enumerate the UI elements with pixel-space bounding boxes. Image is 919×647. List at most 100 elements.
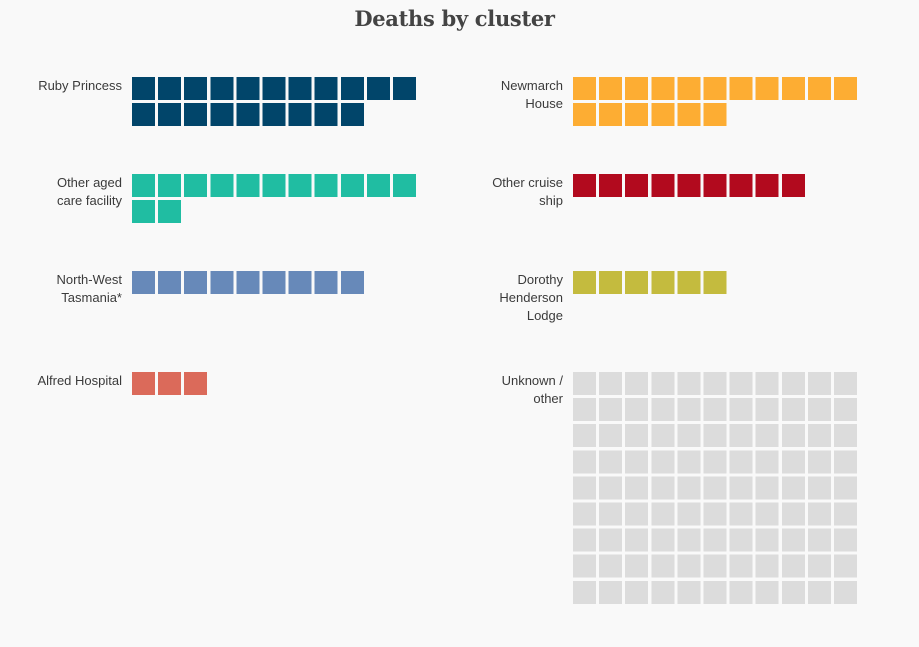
waffle-square <box>158 77 182 100</box>
waffle-square <box>677 398 701 422</box>
waffle-square <box>834 77 857 100</box>
waffle-square <box>677 77 701 100</box>
waffle-square <box>807 580 831 604</box>
waffle-square <box>677 580 701 604</box>
waffle-newmarch-house <box>573 77 857 127</box>
waffle-square <box>651 450 675 474</box>
waffle-square <box>807 398 831 422</box>
waffle-square <box>755 450 779 474</box>
waffle-square <box>651 528 675 552</box>
waffle-square <box>729 476 753 500</box>
waffle-square <box>703 554 727 578</box>
waffle-square <box>314 174 338 197</box>
waffle-square <box>573 528 596 552</box>
cluster-label: Unknown / other <box>501 373 563 406</box>
waffle-square <box>755 398 779 422</box>
waffle-square <box>703 398 727 422</box>
waffle-square <box>677 103 701 127</box>
cluster-label: Other cruise ship <box>492 175 563 208</box>
waffle-square <box>132 372 155 395</box>
waffle-square <box>366 77 390 100</box>
waffle-square <box>599 502 623 526</box>
waffle-square <box>834 528 857 552</box>
waffle-square <box>599 424 623 448</box>
waffle-square <box>807 502 831 526</box>
chart-title: Deaths by cluster <box>354 6 555 31</box>
cluster-label: North-West Tasmania* <box>56 272 123 305</box>
waffle-square <box>703 103 727 127</box>
waffle-square <box>729 528 753 552</box>
waffle-square <box>807 554 831 578</box>
waffle-square <box>573 271 596 294</box>
waffle-square <box>288 174 312 197</box>
waffle-square <box>807 372 831 395</box>
waffle-square <box>755 174 779 197</box>
waffle-square <box>651 580 675 604</box>
waffle-square <box>393 77 416 100</box>
waffle-square <box>340 77 364 100</box>
waffle-square <box>262 271 286 294</box>
waffle-unknown-other <box>573 372 857 604</box>
waffle-square <box>834 502 857 526</box>
waffle-square <box>729 424 753 448</box>
waffle-square <box>729 398 753 422</box>
waffle-square <box>573 103 596 127</box>
waffle-square <box>703 77 727 100</box>
cluster-label: Other aged care facility <box>56 175 122 208</box>
waffle-square <box>651 502 675 526</box>
waffle-square <box>573 77 596 100</box>
waffle-dorothy-henderson-lodge <box>573 271 727 294</box>
waffle-square <box>677 528 701 552</box>
waffle-square <box>781 424 805 448</box>
waffle-square <box>599 476 623 500</box>
waffle-square <box>573 450 596 474</box>
waffle-square <box>158 174 182 197</box>
waffle-square <box>184 77 208 100</box>
waffle-square <box>158 372 182 395</box>
waffle-square <box>729 372 753 395</box>
waffle-square <box>288 103 312 127</box>
cluster-label: Dorothy Henderson Lodge <box>499 272 563 323</box>
waffle-square <box>755 476 779 500</box>
waffle-square <box>677 174 701 197</box>
waffle-square <box>834 424 857 448</box>
waffle-square <box>288 271 312 294</box>
waffle-square <box>599 174 623 197</box>
waffle-square <box>625 424 649 448</box>
waffle-square <box>184 174 208 197</box>
waffle-square <box>599 398 623 422</box>
waffle-square <box>781 450 805 474</box>
waffle-square <box>210 174 234 197</box>
waffle-square <box>599 580 623 604</box>
waffle-square <box>573 174 596 197</box>
waffle-north-west-tasmania <box>132 271 364 294</box>
waffle-square <box>573 476 596 500</box>
waffle-other-cruise-ship <box>573 174 805 197</box>
waffle-square <box>625 372 649 395</box>
waffle-square <box>625 476 649 500</box>
waffle-square <box>236 271 260 294</box>
waffle-square <box>781 77 805 100</box>
waffle-square <box>834 450 857 474</box>
waffle-square <box>651 476 675 500</box>
waffle-square <box>262 174 286 197</box>
waffle-square <box>651 271 675 294</box>
waffle-square <box>781 174 805 197</box>
waffle-square <box>703 476 727 500</box>
waffle-square <box>625 271 649 294</box>
waffle-square <box>236 77 260 100</box>
waffle-square <box>625 174 649 197</box>
waffle-square <box>781 528 805 552</box>
waffle-square <box>781 554 805 578</box>
waffle-square <box>599 372 623 395</box>
waffle-square <box>703 424 727 448</box>
waffle-square <box>132 103 155 127</box>
waffle-square <box>262 77 286 100</box>
waffle-square <box>755 77 779 100</box>
waffle-square <box>703 502 727 526</box>
waffle-square <box>599 77 623 100</box>
waffle-square <box>807 476 831 500</box>
waffle-square <box>807 77 831 100</box>
waffle-square <box>236 103 260 127</box>
waffle-square <box>677 424 701 448</box>
